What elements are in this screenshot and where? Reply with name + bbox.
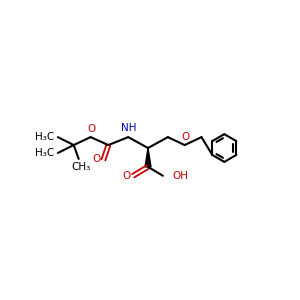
- Text: O: O: [122, 171, 130, 181]
- Text: NH: NH: [122, 123, 137, 133]
- Polygon shape: [145, 148, 151, 167]
- Text: H₃C: H₃C: [34, 132, 54, 142]
- Text: O: O: [92, 154, 101, 164]
- Text: O: O: [87, 124, 96, 134]
- Text: CH₃: CH₃: [71, 162, 90, 172]
- Text: O: O: [182, 132, 190, 142]
- Text: OH: OH: [173, 171, 189, 181]
- Text: H₃C: H₃C: [34, 148, 54, 158]
